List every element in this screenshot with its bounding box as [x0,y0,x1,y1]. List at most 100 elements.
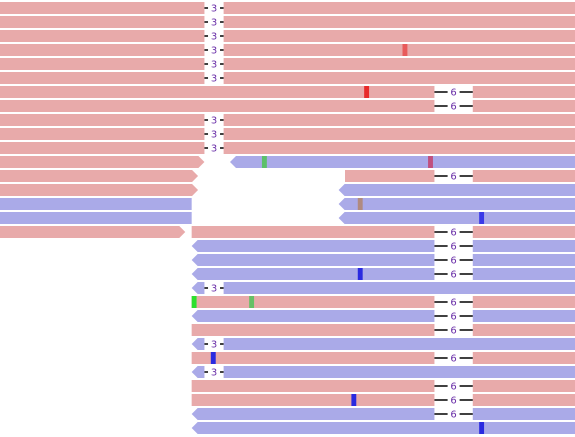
deletion-label-bg [447,269,460,279]
deletion-label: 6 [450,298,456,309]
read-body [0,58,575,70]
deletion-label: 6 [450,382,456,393]
read: 6 [191,240,575,253]
deletion-label: 3 [211,46,217,57]
deletion-label: 3 [211,60,217,71]
read-body [0,212,192,224]
read-body [0,142,575,154]
read: 3 [0,142,575,155]
deletion-label: 3 [211,368,217,379]
read: 6 [191,394,575,407]
read [0,212,192,224]
deletion-label-bg [208,45,221,55]
mismatch [191,296,197,308]
read-body [0,156,205,168]
deletion-label-bg [208,367,221,377]
read-body [0,44,575,56]
deletion-label: 6 [450,88,456,99]
read-body [338,184,575,196]
read [338,184,575,196]
read-body [0,114,575,126]
deletion-label-bg [208,339,221,349]
read [0,156,205,168]
read: 3 [0,44,575,57]
read-body [0,184,199,196]
read-body [191,338,575,350]
read: 3 [0,128,575,141]
read: 6 [191,408,575,421]
read: 6 [191,324,575,337]
read: 6 [191,296,575,309]
deletion-label: 3 [211,144,217,155]
read [338,198,575,210]
read [0,226,186,238]
mismatch [351,394,357,406]
deletion-label-bg [208,31,221,41]
deletion-label-bg [208,129,221,139]
read-body [191,352,575,364]
deletion-label: 6 [450,326,456,337]
read-body [191,254,575,266]
deletion-label-bg [208,283,221,293]
deletion-label-bg [447,241,460,251]
read [191,422,575,434]
deletion-label-bg [447,87,460,97]
read-body [0,2,575,14]
deletion-label-bg [447,311,460,321]
deletion-label: 6 [450,102,456,113]
read-body [191,366,575,378]
deletion-label: 3 [211,284,217,295]
deletion-label: 6 [450,172,456,183]
deletion-label-bg [447,227,460,237]
mismatch [479,422,485,434]
read-body [191,240,575,252]
read: 6 [0,100,575,113]
deletion-label: 3 [211,116,217,127]
read-body [0,198,192,210]
read: 6 [191,352,575,365]
read-body [191,282,575,294]
deletion-label-bg [447,325,460,335]
deletion-label-bg [447,353,460,363]
read: 6 [0,86,575,99]
read-body [0,86,575,98]
deletion-label-bg [447,409,460,419]
read: 3 [191,338,575,351]
mismatch [249,296,255,308]
deletion-label-bg [447,255,460,265]
deletion-label: 3 [211,18,217,29]
read: 6 [191,310,575,323]
mismatch [479,212,485,224]
mismatch [364,86,370,98]
deletion-label: 6 [450,242,456,253]
read: 3 [0,72,575,85]
read-body [191,408,575,420]
read [230,156,575,168]
mismatch [402,44,408,56]
read-body [191,394,575,406]
deletion-label-bg [208,17,221,27]
deletion-label-bg [447,101,460,111]
deletion-label-bg [447,395,460,405]
read: 6 [191,254,575,267]
deletion-label-bg [208,59,221,69]
read-body [0,72,575,84]
read-body [338,198,575,210]
read: 3 [191,366,575,379]
deletion-label: 6 [450,256,456,267]
read-body [191,324,575,336]
read: 6 [191,380,575,393]
deletion-label: 6 [450,312,456,323]
read: 3 [0,58,575,71]
read [0,170,199,182]
read-body [0,30,575,42]
read-body [230,156,575,168]
read: 3 [0,2,575,15]
read-body [191,422,575,434]
deletion-label-bg [208,143,221,153]
read-body [0,170,199,182]
deletion-label: 3 [211,340,217,351]
read-body [191,226,575,238]
